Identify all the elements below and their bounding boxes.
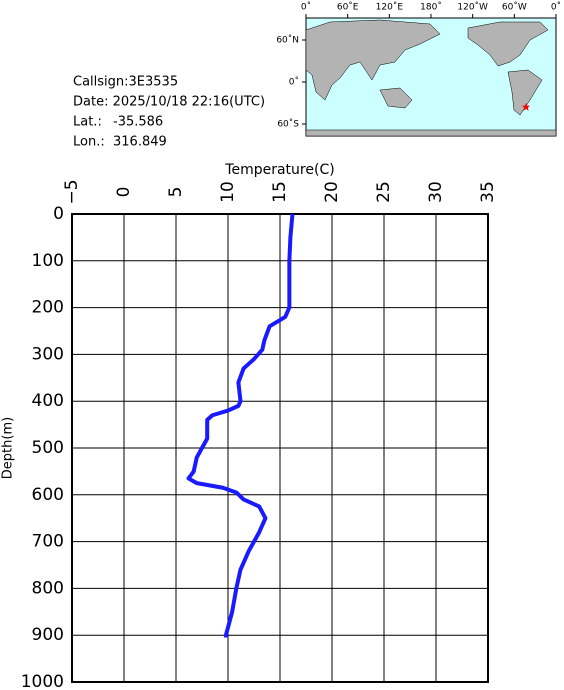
x-tick-label: 20 xyxy=(322,181,342,203)
y-tick-label: 500 xyxy=(32,438,64,458)
date: Date: 2025/10/18 22:16(UTC) xyxy=(73,95,265,110)
y-tick-label: 1000 xyxy=(21,672,64,690)
map-lon-label: 180˚ xyxy=(420,2,442,13)
y-tick-label: 700 xyxy=(32,532,64,552)
map-lon-label: 60˚W xyxy=(502,2,527,13)
map-lon-label: 60˚E xyxy=(337,2,359,13)
map xyxy=(305,17,557,137)
x-tick-label: 0 xyxy=(114,187,134,198)
x-tick-label: 25 xyxy=(374,181,394,203)
callsign: Callsign:3E3535 xyxy=(73,75,178,90)
map-lat-label: 60˚N xyxy=(276,35,299,46)
x-tick-label: 30 xyxy=(426,181,446,203)
station-marker xyxy=(522,102,531,111)
x-tick-label: 35 xyxy=(478,181,498,203)
lat-label: Lat.: xyxy=(73,115,102,130)
x-tick-label: 10 xyxy=(218,181,238,203)
y-tick-label: 900 xyxy=(32,625,64,645)
lat-value: -35.586 xyxy=(113,115,163,130)
x-tick-label: 5 xyxy=(166,187,186,198)
y-tick-label: 600 xyxy=(32,485,64,505)
y-tick-label: 800 xyxy=(32,578,64,598)
map-lat-label: 0˚ xyxy=(289,77,299,88)
y-tick-label: 100 xyxy=(32,251,64,271)
land xyxy=(305,19,557,137)
map-lon-label: 0˚ xyxy=(551,2,561,13)
y-tick-label: 300 xyxy=(32,344,64,364)
x-axis-title: Temperature(C) xyxy=(224,162,334,178)
lon-value: 316.849 xyxy=(113,135,167,150)
map-lon-label: 120˚E xyxy=(376,2,404,13)
y-axis-title: Depth(m) xyxy=(1,417,16,479)
map-lon-label: 120˚W xyxy=(457,2,488,13)
y-tick-label: 0 xyxy=(53,204,64,224)
map-lat-label: 60˚S xyxy=(277,119,299,130)
x-tick-label: −5 xyxy=(62,179,82,204)
y-tick-label: 400 xyxy=(32,391,64,411)
map-lon-label: 0˚ xyxy=(301,2,311,13)
y-tick-label: 200 xyxy=(32,298,64,318)
x-tick-label: 15 xyxy=(270,181,290,203)
lon-label: Lon.: xyxy=(73,135,105,150)
profile-line xyxy=(186,213,295,638)
